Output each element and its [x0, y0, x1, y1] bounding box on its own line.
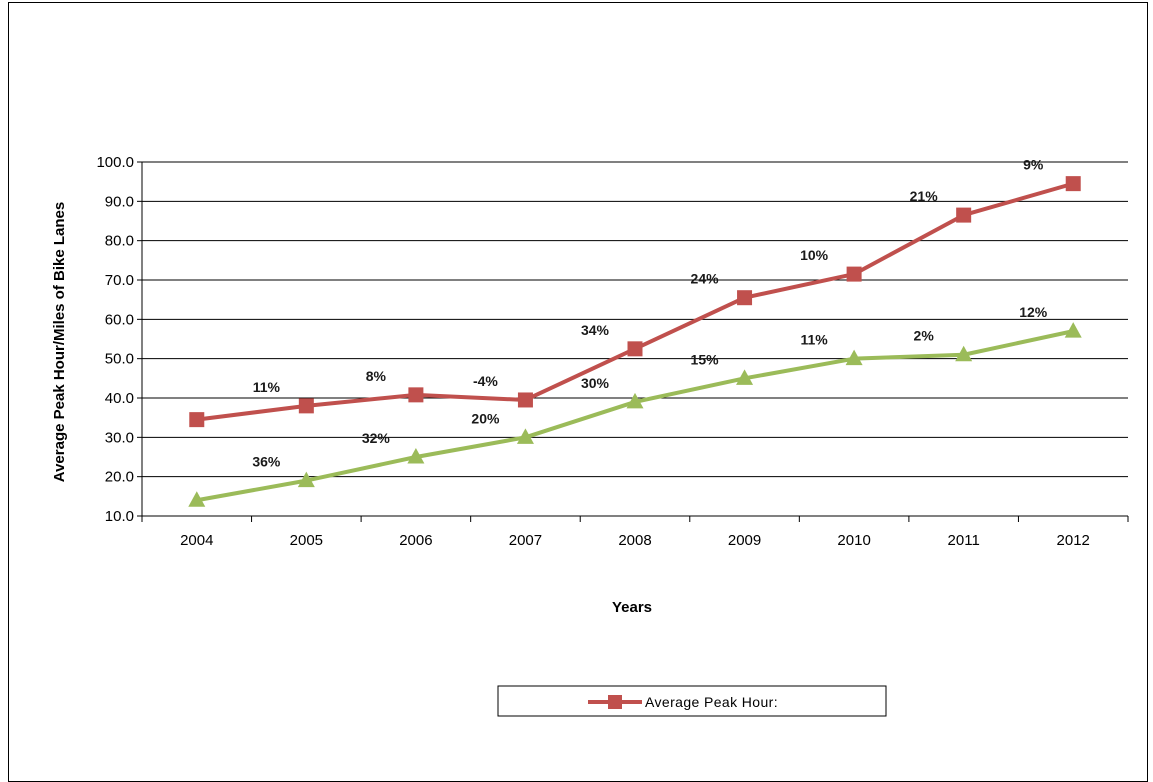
data-point-square: [299, 398, 314, 413]
data-label: 30%: [581, 375, 610, 391]
y-tick-label: 100.0: [96, 154, 134, 171]
data-point-square: [408, 387, 423, 402]
x-tick-label: 2009: [728, 532, 761, 549]
y-tick-label: 90.0: [105, 193, 134, 210]
data-label: 34%: [581, 322, 610, 338]
legend-swatch-marker: [608, 695, 622, 709]
series-line: [197, 184, 1073, 420]
y-tick-label: 70.0: [105, 272, 134, 289]
y-tick-label: 20.0: [105, 469, 134, 486]
y-tick-labels: 100.0 90.0 80.0 70.0 60.0 50.0 40.0 30.0 20.0 10.…: [96, 154, 134, 525]
x-tick-label: 2004: [180, 532, 213, 549]
data-label: -4%: [473, 373, 498, 389]
x-axis-label: Years: [612, 599, 652, 616]
y-tick-label: 30.0: [105, 429, 134, 446]
data-label: 8%: [366, 368, 387, 384]
data-point-square: [628, 341, 643, 356]
x-tick-label: 2008: [618, 532, 651, 549]
x-tick-label: 2006: [399, 532, 432, 549]
y-tick-label: 10.0: [105, 508, 134, 525]
data-labels: 11% 8% -4% 34% 24% 10% 21% 9% 36% 32% 20% 30% 15% 11%…: [252, 157, 1047, 470]
data-label: 21%: [910, 188, 939, 204]
y-tick-label: 60.0: [105, 311, 134, 328]
series-group: [188, 176, 1081, 507]
data-label: 11%: [800, 332, 828, 348]
data-point-triangle: [1065, 322, 1082, 338]
data-label: 24%: [691, 271, 720, 287]
data-point-square: [956, 208, 971, 223]
x-tick-label: 2012: [1057, 532, 1090, 549]
data-label: 11%: [253, 379, 281, 395]
y-tick-label: 50.0: [105, 351, 134, 368]
x-tick-label: 2010: [837, 532, 870, 549]
y-tick-label: 40.0: [105, 390, 134, 407]
legend: Average Peak Hour:: [498, 686, 886, 716]
x-tick-label: 2011: [948, 532, 980, 549]
data-label: 36%: [252, 454, 281, 470]
data-point-square: [1066, 176, 1081, 191]
x-tick-labels: 2004 2005 2006 2007 2008 2009 2010 2011 2012: [180, 532, 1090, 549]
data-label: 10%: [800, 247, 829, 263]
data-label: 15%: [691, 351, 720, 367]
x-tick-label: 2005: [290, 532, 323, 549]
data-label: 20%: [471, 410, 500, 426]
data-point-square: [737, 290, 752, 305]
grid-lines: [142, 162, 1128, 516]
legend-label: Average Peak Hour:: [645, 694, 778, 710]
data-point-square: [847, 267, 862, 282]
y-axis-label: Average Peak Hour/Miles of Bike Lanes: [51, 202, 68, 482]
data-point-square: [189, 412, 204, 427]
y-tick-label: 80.0: [105, 233, 134, 250]
data-label: 12%: [1019, 304, 1048, 320]
series-line: [197, 331, 1073, 500]
data-label: 9%: [1023, 157, 1044, 173]
x-tick-label: 2007: [509, 532, 542, 549]
data-label: 32%: [362, 430, 391, 446]
data-label: 2%: [914, 328, 935, 344]
data-point-square: [518, 392, 533, 407]
